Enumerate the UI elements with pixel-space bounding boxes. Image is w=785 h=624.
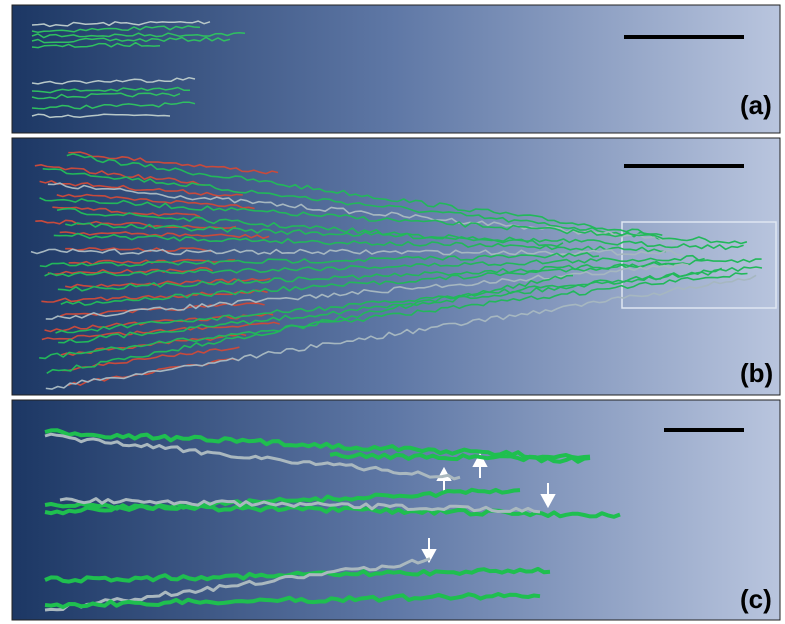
panel-label: (a) [740,90,772,120]
panel-frame [12,5,780,133]
figure: (a) (b) (c) [0,0,785,624]
panel-label: (b) [740,358,773,388]
panel-a: (a) [12,5,780,133]
panel-label: (c) [740,584,772,614]
